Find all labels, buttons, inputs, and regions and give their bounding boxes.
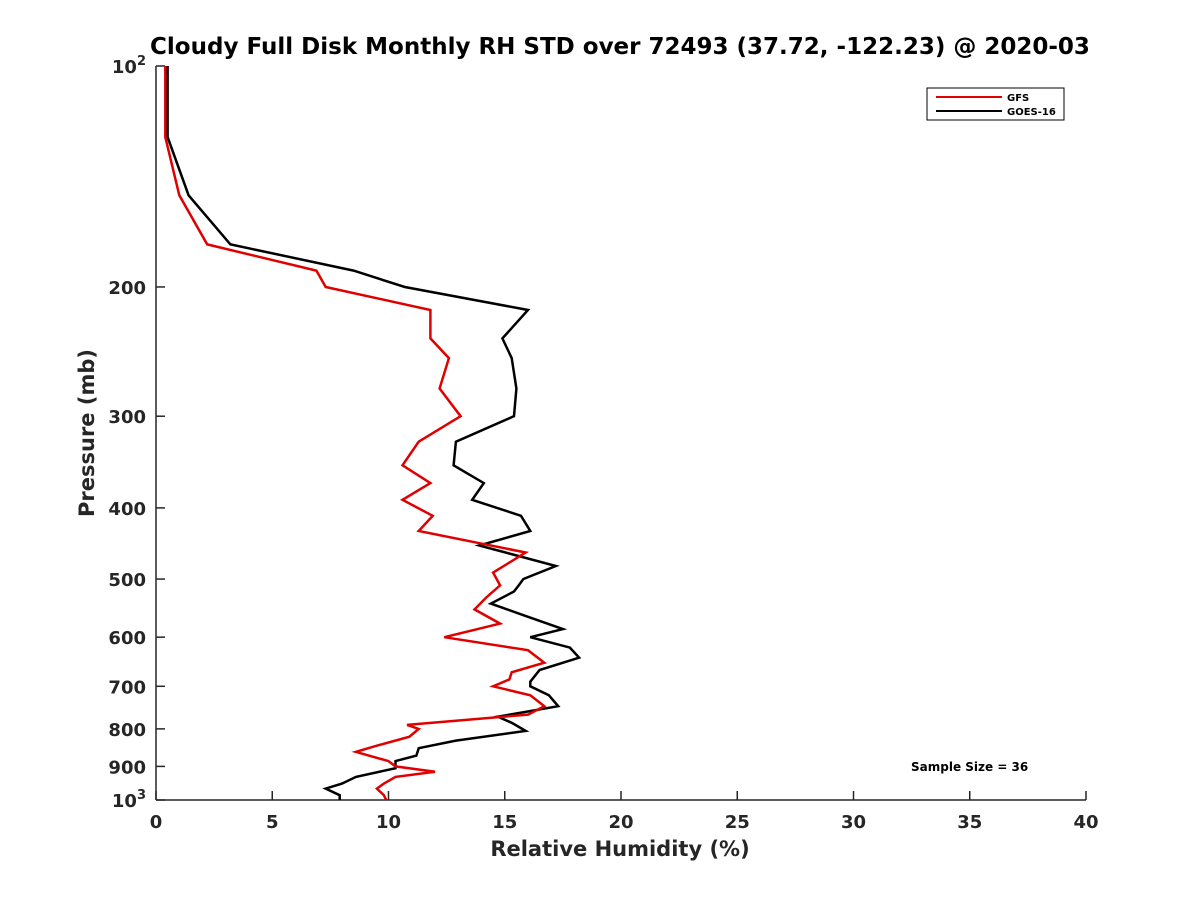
x-ticks: 0 5 10 15 20 25 30 35 40 — [150, 791, 1099, 833]
y-ticks: 102 200 300 400 500 600 700 800 900 103 — [108, 54, 165, 812]
legend-box — [926, 87, 1065, 121]
x-tick-label: 5 — [266, 812, 279, 833]
series-line-gfs — [164, 66, 548, 801]
y-tick-label: 102 — [112, 54, 146, 78]
x-axis-label: Relative Humidity (%) — [490, 837, 749, 861]
y-tick-label: 600 — [108, 628, 146, 649]
x-tick-label: 30 — [841, 812, 866, 833]
y-tick-label: 500 — [108, 570, 146, 591]
legend-label-goes-16: GOES-16 — [1007, 107, 1056, 118]
x-tick-label: 35 — [957, 812, 982, 833]
y-tick-label: 400 — [108, 499, 146, 520]
legend: GFS GOES-16 — [926, 87, 1065, 121]
x-tick-label: 25 — [725, 812, 750, 833]
x-tick-label: 40 — [1073, 812, 1098, 833]
y-tick-label: 700 — [108, 677, 146, 698]
x-tick-label: 20 — [608, 812, 633, 833]
x-tick-label: 10 — [376, 812, 401, 833]
y-tick-label: 103 — [112, 788, 146, 812]
x-tick-label: 0 — [150, 812, 163, 833]
x-tick-label: 15 — [492, 812, 517, 833]
y-tick-label: 200 — [108, 278, 146, 299]
plot-area: 0 5 10 15 20 25 30 35 40 102 200 300 400 500 600 700 80… — [108, 54, 1098, 833]
y-axis-label: Pressure (mb) — [75, 349, 99, 517]
y-tick-label: 900 — [108, 757, 146, 778]
y-tick-label: 800 — [108, 720, 146, 741]
series-line-goes-16 — [166, 66, 582, 800]
y-tick-label: 300 — [108, 407, 146, 428]
series-lines — [164, 66, 582, 801]
legend-label-gfs: GFS — [1007, 93, 1029, 104]
chart-title: Cloudy Full Disk Monthly RH STD over 724… — [150, 34, 1090, 60]
sample-size-annotation: Sample Size = 36 — [911, 760, 1028, 774]
